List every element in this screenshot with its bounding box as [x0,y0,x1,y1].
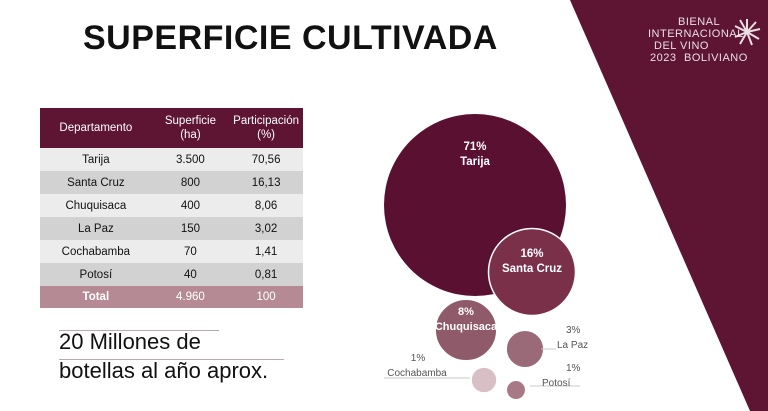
cell-share: 8,06 [229,194,303,217]
bubble-category-label: Tarija [460,156,490,168]
bubble-value-label: 8% [458,306,474,318]
logo-line: 2023 [650,52,677,64]
bubble-category-label: Chuquisaca [435,321,498,333]
bubble-category-label: Potosí [542,378,571,389]
cell-department: Santa Cruz [40,171,152,194]
logo-line: BOLIVIANO [684,52,748,64]
cell-department: La Paz [40,217,152,240]
bubble-value-label: 3% [566,325,581,336]
logo-line: BIENAL [678,16,721,28]
table-row: Tarija 3.500 70,56 [40,148,303,171]
bubble-cochabamba [470,366,498,394]
column-header: Superficie (ha) [151,108,230,148]
page-title: SUPERFICIE CULTIVADA [83,19,498,57]
table-row: La Paz 150 3,02 [40,217,303,240]
bubble-value-label: 1% [411,353,426,364]
cell-total-label: Total [40,286,152,308]
cell-department: Potosí [40,263,152,286]
table-row: Chuquisaca 400 8,06 [40,194,303,217]
sunburst-icon [734,19,761,46]
cell-total-area: 4.960 [151,286,230,308]
cell-area: 400 [151,194,230,217]
bubble-value-label: 71% [463,141,486,153]
text-underline [59,330,219,331]
table-row: Potosí 40 0,81 [40,263,303,286]
bubble-potosi [505,379,527,401]
bottles-note: 20 Millones de botellas al año aprox. [59,327,268,385]
cell-department: Tarija [40,148,152,171]
cell-department: Cochabamba [40,240,152,263]
cell-share: 3,02 [229,217,303,240]
cell-department: Chuquisaca [40,194,152,217]
bubble-value-label: 16% [520,248,543,260]
logo-line: DEL VINO [654,40,709,52]
bienal-logo: BIENAL INTERNACIONAL DEL VINO BOLIVIANO … [648,15,763,75]
cell-area: 800 [151,171,230,194]
bubble-value-label: 1% [566,363,581,374]
cell-share: 16,13 [229,171,303,194]
cell-area: 150 [151,217,230,240]
cell-area: 40 [151,263,230,286]
bubble-category-label: La Paz [557,340,588,351]
bubble-santa-cruz [487,227,577,317]
table-total-row: Total 4.960 100 [40,286,303,308]
table-header-row: Departamento Superficie (ha) Participaci… [40,108,303,148]
bubble-la-paz [505,329,545,369]
cultivated-area-table: Departamento Superficie (ha) Participaci… [40,108,303,308]
bubble-chuquisaca [434,298,498,362]
text-underline [59,359,284,360]
logo-line: INTERNACIONAL [648,28,744,40]
table-row: Santa Cruz 800 16,13 [40,171,303,194]
bottles-line: botellas al año aprox. [59,358,269,383]
bubble-category-label: Santa Cruz [502,263,562,275]
column-header: Departamento [40,108,152,148]
column-header: Participación (%) [229,108,303,148]
table-row: Cochabamba 70 1,41 [40,240,303,263]
cell-area: 70 [151,240,230,263]
bottles-line: 20 Millones de [59,329,201,354]
cell-total-share: 100 [229,286,303,308]
cell-area: 3.500 [151,148,230,171]
cell-share: 0,81 [229,263,303,286]
bubble-category-label: Cochabamba [387,368,447,379]
cell-share: 1,41 [229,240,303,263]
cell-share: 70,56 [229,148,303,171]
